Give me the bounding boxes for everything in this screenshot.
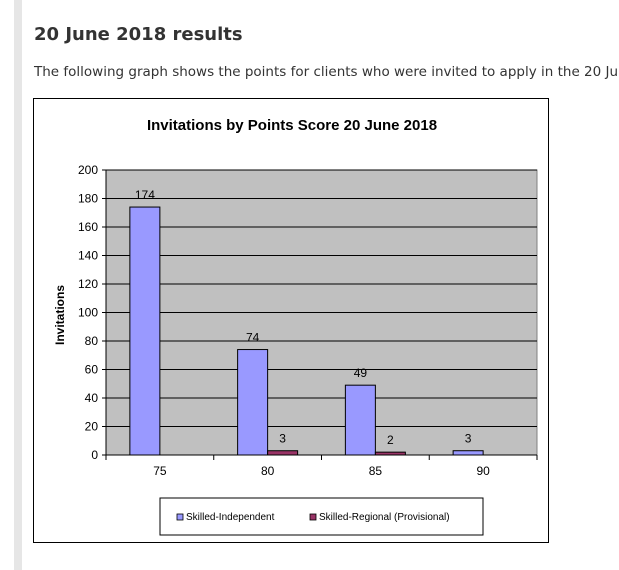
bar <box>344 384 376 456</box>
x-tick-label: 85 <box>369 464 383 478</box>
y-tick-label: 80 <box>85 334 99 348</box>
legend-label: Skilled-Regional (Provisional) <box>319 512 450 523</box>
results-heading: 20 June 2018 results <box>34 24 243 45</box>
y-tick-label: 60 <box>85 363 99 377</box>
legend-box <box>159 497 484 536</box>
y-tick-label: 20 <box>85 420 99 434</box>
chart-title: Invitations by Points Score 20 June 2018 <box>147 117 437 134</box>
intro-text: The following graph shows the points for… <box>34 64 619 80</box>
bar-chart: Invitations by Points Score 20 June 2018… <box>53 117 538 536</box>
x-tick-label: 75 <box>153 464 167 478</box>
data-label: 3 <box>465 432 472 446</box>
y-tick-label: 120 <box>78 277 98 291</box>
data-label: 3 <box>279 432 286 446</box>
legend-label: Skilled-Independent <box>186 512 275 523</box>
bar <box>237 349 269 456</box>
y-axis-title: Invitations <box>53 285 67 345</box>
y-tick-label: 160 <box>78 220 98 234</box>
bar <box>267 450 299 456</box>
data-labels: 174 74 3 49 2 3 <box>135 188 472 447</box>
x-tick-label: 90 <box>476 464 490 478</box>
legend-swatch <box>176 513 184 521</box>
y-tick-label: 100 <box>78 306 98 320</box>
y-tick-label: 40 <box>85 391 99 405</box>
chart-container: Invitations by Points Score 20 June 2018… <box>33 98 549 543</box>
gridlines <box>106 169 537 427</box>
y-tick-label: 0 <box>91 448 98 462</box>
data-label: 74 <box>246 331 260 345</box>
x-tick-label: 80 <box>261 464 275 478</box>
bar <box>129 206 161 456</box>
page-content: 20 June 2018 results The following graph… <box>14 0 619 570</box>
y-axis: 0 20 40 60 80 100 120 140 160 180 200 <box>78 163 107 462</box>
bar <box>452 450 484 456</box>
bars <box>129 206 484 456</box>
y-tick-label: 140 <box>78 249 98 263</box>
x-axis: 75 80 85 90 <box>105 454 538 478</box>
data-label: 2 <box>387 433 394 447</box>
legend-swatch <box>309 513 317 521</box>
data-label: 49 <box>354 366 368 380</box>
legend: Skilled-Independent Skilled-Regional (Pro… <box>159 497 484 536</box>
data-label: 174 <box>135 188 155 202</box>
y-tick-label: 200 <box>78 163 98 177</box>
y-tick-label: 180 <box>78 192 98 206</box>
bar <box>374 451 406 456</box>
